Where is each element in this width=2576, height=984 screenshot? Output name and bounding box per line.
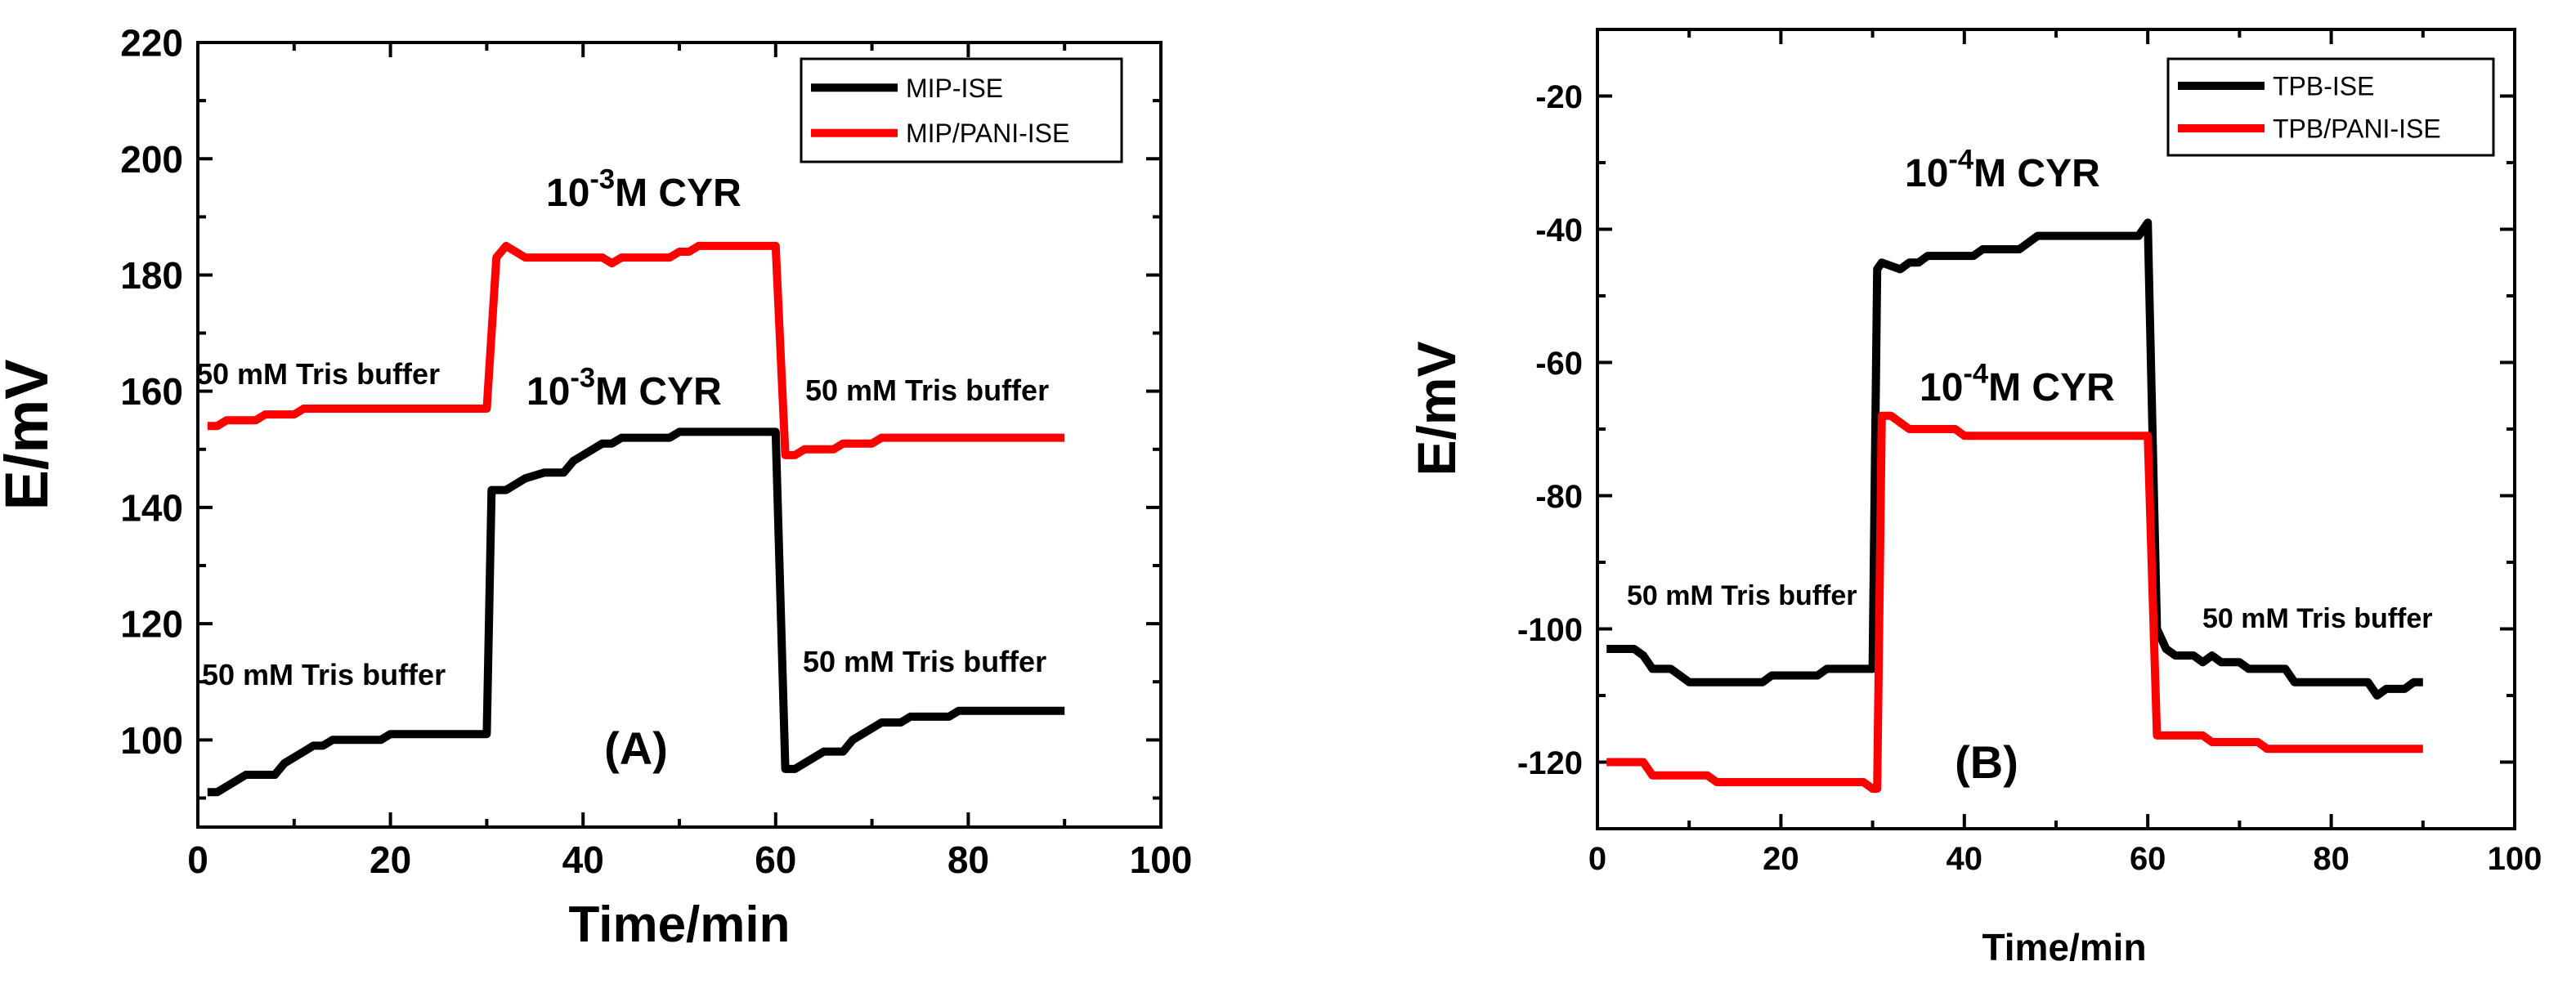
annotation-base: 10 [1920,366,1963,409]
x-axis-title: Time/min [1982,926,2146,968]
x-tick-label: 40 [562,839,604,881]
x-tick-label: 60 [755,839,796,881]
annotation-exponent: -4 [1948,144,1974,175]
y-tick-label: 160 [120,370,183,413]
annotation-base: 10 [546,172,589,215]
y-axis-title: E/mV [0,359,60,510]
panel-label: (A) [604,722,668,774]
series-line-mip-pani-ise [207,241,1065,459]
series-line-mip-ise [207,427,1065,797]
annotation-tris-red-right: 50 mM Tris buffer [805,373,1049,407]
x-tick-label: 80 [948,839,989,881]
series-line-tpb-pani-ise [1606,411,2423,794]
annotation-cyr-black: 10-3M CYR [526,362,722,414]
panel-label: (B) [1955,736,2018,788]
y-tick-label: -120 [1517,745,1583,781]
x-tick-label: 0 [187,839,208,881]
annotation-tris-black-right: 50 mM Tris buffer [803,645,1046,678]
chart-panel-a: 0 20 40 60 80 100 100 120 140 160 180 200 220 E/mV Tim… [0,22,1192,953]
annotation-tris-red-left: 50 mM Tris buffer [196,357,440,391]
y-tick-label: -60 [1535,346,1583,382]
x-tick-label: 80 [2313,841,2350,877]
y-tick-label: -80 [1535,479,1583,515]
x-tick-label: 40 [1947,841,1983,877]
annotation-tris-right: 50 mM Tris buffer [2202,603,2433,634]
annotation-cyr-red: 10-4M CYR [1920,358,2115,409]
annotation-exponent: -3 [570,362,595,393]
x-tick-label: 20 [1763,841,1799,877]
legend-label: MIP-ISE [906,74,1003,103]
annotation-base: 10 [526,370,570,414]
y-tick-label: 180 [120,254,183,297]
x-tick-label: 60 [2130,841,2166,877]
y-tick-label: 200 [120,138,183,181]
annotation-rest: M CYR [615,172,741,215]
annotation-exponent: -4 [1963,358,1989,389]
y-tick-label: 120 [120,603,183,646]
annotation-base: 10 [1905,152,1948,195]
legend: MIP-ISE MIP/PANI-ISE [800,57,1123,163]
y-tick-label: -40 [1535,212,1583,248]
x-axis-title: Time/min [568,897,790,953]
annotation-rest: M CYR [595,370,722,414]
y-tick-label: 220 [120,22,183,65]
legend-box [2166,57,2495,157]
x-tick-label: 0 [1588,841,1606,877]
series-line-tpb-ise [1606,218,2423,700]
annotation-cyr-black: 10-4M CYR [1905,144,2100,195]
annotation-tris-black-left: 50 mM Tris buffer [202,658,446,691]
annotation-exponent: -3 [589,163,615,195]
legend-label: TPB-ISE [2273,72,2374,101]
annotation-rest: M CYR [1988,366,2115,409]
y-axis-title: E/mV [1406,341,1467,476]
annotation-tris-left: 50 mM Tris buffer [1627,580,1857,611]
legend: TPB-ISE TPB/PANI-ISE [2166,57,2495,157]
y-tick-label: 140 [120,486,183,529]
x-tick-label: 100 [2488,841,2542,877]
annotation-rest: M CYR [1973,152,2100,195]
annotation-cyr-red: 10-3M CYR [546,163,741,215]
legend-box [800,57,1123,163]
legend-label: MIP/PANI-ISE [906,119,1069,148]
y-tick-label: -20 [1535,79,1583,115]
x-tick-label: 20 [370,839,411,881]
y-tick-label: -100 [1517,612,1583,648]
y-tick-label: 100 [120,719,183,762]
chart-panel-b: 0 20 40 60 80 100 -120 -100 -80 -60 -40 -20 E/mV Time… [1406,28,2542,968]
legend-label: TPB/PANI-ISE [2273,114,2441,143]
x-tick-label: 100 [1130,839,1193,881]
